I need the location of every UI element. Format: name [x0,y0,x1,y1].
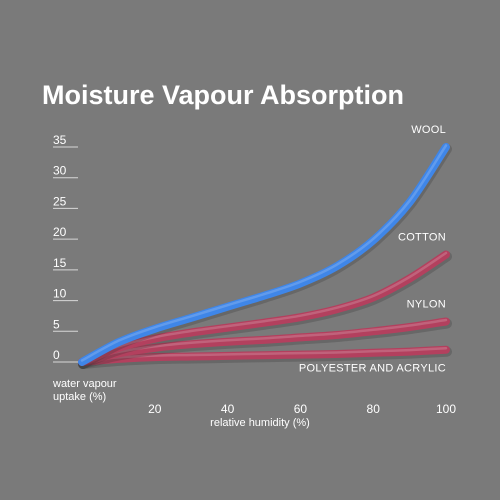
x-tick-label: 80 [367,402,381,416]
x-axis-label: relative humidity (%) [210,417,310,429]
series-label-cotton: COTTON [398,232,446,244]
y-axis-label: water vapour [52,378,117,390]
series-line-polyester-and-acrylic [78,345,450,366]
series-highlight-polyester-and-acrylic [80,346,448,362]
y-tick-label: 30 [53,164,67,178]
x-tick-label: 20 [148,402,162,416]
x-tick-label: 40 [221,402,235,416]
series-line-cotton [78,250,450,366]
x-axis-ticks: 20 40 60 80 100 [148,402,456,416]
chart-title: Moisture Vapour Absorption [42,80,404,110]
y-tick-label: 35 [53,133,67,147]
series-labels: WOOL COTTON NYLON POLYESTER AND ACRYLIC [299,124,446,375]
y-axis-ticks: 0 5 10 15 20 25 30 35 [53,133,78,363]
series-lines [78,143,452,369]
series-shadow-cotton [78,251,452,369]
series-highlight-cotton [80,251,448,362]
series-label-wool: WOOL [411,124,446,136]
x-tick-label: 100 [436,402,456,416]
series-highlight-wool [80,144,448,362]
series-line-nylon [78,317,450,366]
y-axis-label-line2: uptake (%) [53,391,106,403]
y-tick-label: 15 [53,256,67,270]
series-highlight-nylon [80,318,448,362]
x-tick-label: 60 [294,402,308,416]
y-tick-label: 25 [53,194,67,208]
y-tick-label: 10 [53,287,67,301]
series-label-polyester-and-acrylic: POLYESTER AND ACRYLIC [299,363,446,375]
y-tick-label: 20 [53,225,67,239]
y-tick-label: 0 [53,348,60,362]
series-label-nylon: NYLON [407,298,446,310]
y-tick-label: 5 [53,317,60,331]
series-line-wool [78,143,450,366]
